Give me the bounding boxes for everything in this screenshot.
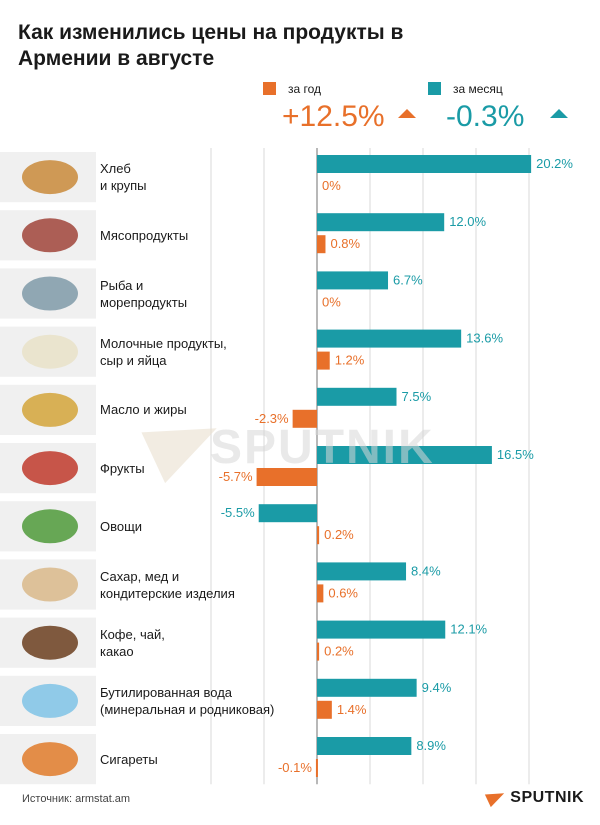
bar-month [317,213,445,232]
fish-icon [22,276,78,311]
category-label: Бутилированная вода (минеральная и родник… [100,684,310,718]
bar-year [292,409,317,428]
category-label-line: морепродукты [100,294,188,310]
category-label-line: Хлеб [100,161,131,177]
year-up-arrow-icon [398,109,416,118]
dairy-icon [22,334,78,369]
meat-icon [22,218,78,253]
bread-icon [22,160,78,195]
source-note: Источник: armstat.am [22,793,131,805]
category-label: Сигареты [100,751,310,768]
bar-month [317,387,397,406]
data-label-month: 8.9% [416,738,446,753]
legend-month: за месяц [428,82,503,96]
data-label-year: -5.7% [219,469,253,484]
bar-month [317,678,417,697]
data-label-year: 0.6% [328,585,358,600]
data-label-year: -2.3% [255,411,289,426]
vegetables-icon [22,509,78,544]
oil-bottle-icon [22,392,78,427]
category-label: Масло и жиры [100,401,310,418]
bar-month [317,620,446,639]
data-label-year: 0.2% [324,527,354,542]
bar-month [317,446,492,464]
bar-month [317,562,407,581]
category-label-line: кондитерские изделия [100,585,235,601]
legend-month-label: за месяц [453,82,503,96]
data-label-month: 9.4% [422,680,452,695]
category-label-line: Фрукты [100,460,145,476]
data-label-year: -0.1% [278,760,312,775]
data-label-month: 8.4% [411,563,441,578]
data-label-year: 0.8% [330,236,360,251]
category-label-line: Мясопродукты [100,227,189,243]
data-label-month: 7.5% [402,389,432,404]
bar-month [317,155,532,173]
category-label-line: Молочные продукты, [100,335,227,351]
category-label-line: и крупы [100,178,147,194]
bar-year [256,468,317,486]
bar-month [317,737,412,755]
category-label: Кофе, чай, какао [100,626,310,660]
cigarettes-icon [22,742,78,777]
legend-month-swatch [428,82,441,95]
fruits-icon [22,451,78,486]
category-label-line: Масло и жиры [100,402,187,418]
data-label-year: 0% [322,294,341,309]
data-label-month: -5.5% [221,505,255,520]
legend-year-label: за год [288,82,322,96]
category-label: Сахар, мед и кондитерские изделия [100,568,310,602]
data-label-month: 6.7% [393,272,423,287]
year-total-value: +12.5% [282,100,385,133]
category-label: Рыба и морепродукты [100,277,310,311]
bar-year [317,642,320,661]
category-label: Мясопродукты [100,227,310,244]
category-label: Фрукты [100,460,310,477]
bar-year [317,351,330,370]
data-label-year: 0% [322,178,341,193]
data-label-month: 16.5% [497,447,534,462]
data-label-year: 0.2% [324,644,354,659]
data-label-month: 12.0% [449,214,486,229]
data-label-month: 12.1% [450,622,487,637]
bar-year [315,759,318,777]
category-label-line: Бутилированная вода [100,684,233,700]
bar-year [317,235,326,254]
category-label-line: Сахар, мед и [100,568,180,584]
chart-title: Как изменились цены на продукты в Армени… [18,21,404,70]
coffee-beans-icon [22,625,78,660]
watermark: SPUTNIK [210,421,435,474]
bar-year [317,584,324,603]
sputnik-logo-text: SPUTNIK [510,789,584,806]
bar-month [317,271,389,290]
bar-year [317,700,332,719]
month-up-arrow-icon [550,109,568,118]
data-label-year: 1.4% [337,702,367,717]
water-bottles-icon [22,683,78,718]
category-label-line: Сигареты [100,751,158,767]
category-label-line: какао [100,643,134,659]
category-label-line: Кофе, чай, [100,626,165,642]
legend-year-swatch [263,82,276,95]
sputnik-logo: SPUTNIK [485,786,584,808]
month-total-value: -0.3% [446,100,525,133]
category-label: Молочные продукты, сыр и яйца [100,335,310,369]
sugar-sacks-icon [22,567,78,602]
category-label: Хлеб и крупы [100,160,310,194]
bar-year [317,526,320,545]
bar-month [258,504,317,523]
sputnik-logo-icon [485,786,508,808]
category-label: Овощи [100,518,310,535]
category-label-line: Овощи [100,518,143,534]
bar-month [317,329,462,348]
legend-year: за год [263,82,321,96]
data-label-month: 13.6% [466,331,503,346]
category-label-line: (минеральная и родниковая) [100,701,275,717]
category-label-line: сыр и яйца [100,352,167,368]
data-label-year: 1.2% [335,353,365,368]
data-label-month: 20.2% [536,156,573,171]
category-label-line: Рыба и [100,277,144,293]
